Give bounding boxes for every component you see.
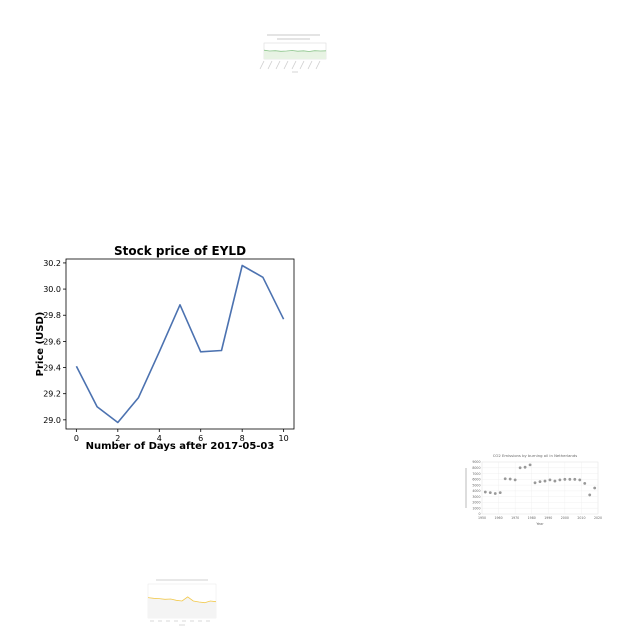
thumb-scatter-point (528, 463, 532, 467)
thumb-scatter-x-label: Year (536, 522, 544, 526)
thumb-scatter-x-tick: 2010 (577, 516, 585, 520)
y-axis-label: Price (USD) (35, 312, 46, 377)
thumb-scatter-y-tick: 3000 (472, 495, 480, 499)
y-tick-label: 30.0 (43, 285, 61, 294)
thumb-scatter-point (503, 477, 507, 481)
thumb-scatter-point (558, 478, 562, 482)
y-tick-label: 29.8 (43, 311, 61, 320)
x-tick-label: 0 (74, 434, 79, 443)
x-tick-label: 2 (115, 434, 120, 443)
thumbnail-scatter-chart: CO2 Emissions by burning oil in Netherla… (465, 453, 602, 526)
thumb-scatter-point (498, 491, 502, 495)
thumb-scatter-point (568, 477, 572, 481)
thumb-scatter-point (483, 490, 487, 494)
thumb-scatter-point (488, 491, 492, 495)
thumb-scatter-grid (481, 461, 599, 515)
thumb-top-area-series (263, 49, 327, 59)
chart-title: Stock price of EYLD (114, 244, 246, 258)
y-tick-label: 29.0 (43, 416, 61, 425)
thumb-scatter-y-tick: 0 (478, 512, 480, 516)
y-tick-label: 30.2 (43, 259, 61, 268)
x-axis-label: Number of Days after 2017-05-03 (86, 441, 275, 452)
thumb-scatter-point (543, 479, 547, 483)
thumbnail-chart-bottom (147, 579, 217, 626)
thumb-scatter-point (508, 477, 512, 481)
y-tick-label: 29.2 (43, 390, 61, 399)
price-series-line (75, 264, 285, 424)
thumb-scatter-point (588, 493, 592, 497)
thumb-scatter-point (533, 481, 537, 485)
thumb-scatter-y-tick: 9000 (472, 460, 480, 464)
thumb-scatter-title: CO2 Emissions by burning oil in Netherla… (493, 453, 577, 458)
thumb-scatter-x-tick: 1960 (495, 516, 503, 520)
x-tick-label: 10 (279, 434, 289, 443)
thumb-scatter-y-tick: 1000 (472, 506, 480, 510)
thumb-scatter-x-tick: 2020 (594, 516, 602, 520)
thumb-bottom-area-fill (148, 596, 216, 618)
price-series-points (76, 265, 284, 423)
thumb-bottom-area-series (147, 596, 217, 618)
x-tick-label: 8 (240, 434, 245, 443)
x-tick-label: 4 (157, 434, 162, 443)
thumb-scatter-point (493, 492, 497, 495)
thumb-bottom-line (147, 596, 217, 604)
thumb-scatter-points (483, 463, 597, 497)
thumb-scatter-point (548, 478, 552, 482)
thumb-scatter-x-tick: 1980 (528, 516, 536, 520)
thumb-top-area-fill (264, 50, 326, 59)
x-tick-label: 6 (198, 434, 203, 443)
thumb-scatter-x-tick: 1950 (478, 516, 486, 520)
thumb-scatter-plot-area (481, 461, 599, 515)
thumb-scatter-point (523, 465, 527, 469)
y-axis-ticks: 29.0 29.2 29.4 29.6 29.8 30.0 30.2 (43, 259, 66, 425)
thumb-scatter-y-tick: 8000 (472, 466, 480, 470)
thumb-scatter-point (593, 486, 597, 490)
thumb-scatter-point (513, 478, 517, 482)
thumb-scatter-y-tick: 4000 (472, 489, 480, 493)
thumb-scatter-point (518, 466, 522, 470)
y-tick-label: 29.6 (43, 337, 61, 346)
y-tick-label: 29.4 (43, 364, 61, 373)
thumb-scatter-point (563, 477, 567, 481)
thumb-scatter-y-tick: 2000 (472, 501, 480, 505)
thumb-scatter-point (553, 479, 557, 483)
plot-area-frame (65, 258, 295, 430)
thumbnail-chart-top (259, 34, 327, 73)
thumb-scatter-x-ticks: 1950 1960 1970 1980 1990 2000 2010 2020 (478, 516, 602, 520)
thumb-scatter-point (573, 477, 577, 481)
x-axis-ticks: 0 2 4 6 8 10 (74, 429, 289, 443)
thumb-top-line (263, 49, 327, 52)
thumb-scatter-point (583, 481, 587, 485)
thumb-scatter-point (578, 478, 582, 482)
thumb-scatter-y-tick: 7000 (472, 472, 480, 476)
thumb-scatter-x-tick: 1970 (511, 516, 519, 520)
thumb-top-x-labels (259, 60, 321, 70)
thumb-scatter-x-tick: 2000 (561, 516, 569, 520)
thumb-scatter-y-tick: 5000 (472, 483, 480, 487)
thumb-scatter-x-tick: 1990 (544, 516, 552, 520)
thumb-scatter-point (538, 480, 542, 484)
thumb-scatter-y-tick: 6000 (472, 478, 480, 482)
